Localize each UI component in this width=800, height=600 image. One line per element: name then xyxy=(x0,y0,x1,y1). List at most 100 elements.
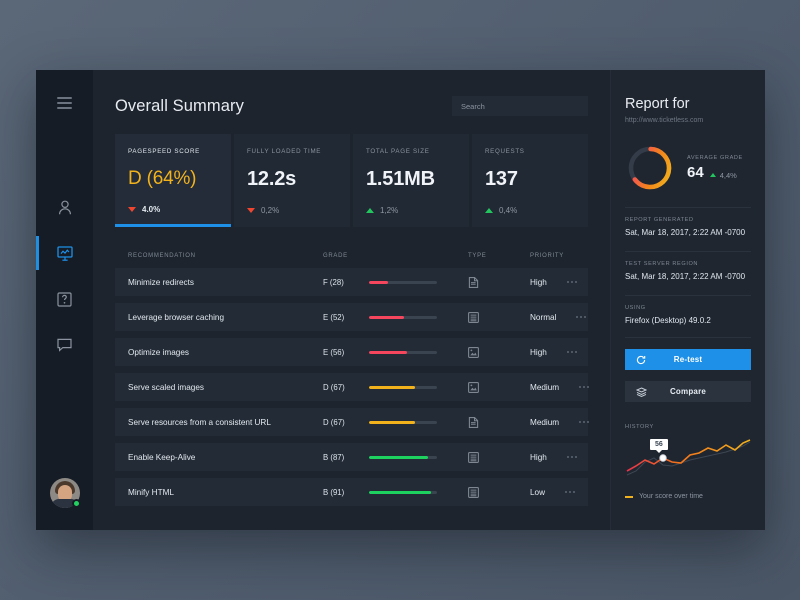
stat-card-label: REQUESTS xyxy=(485,148,525,155)
row-more-button[interactable] xyxy=(559,421,590,423)
stat-card-value: D (64%) xyxy=(128,168,197,189)
row-recommendation: Serve scaled images xyxy=(128,382,204,392)
presentation-chart-icon xyxy=(56,245,73,261)
stat-card-pagespeed-score[interactable]: PAGESPEED SCORE D (64%) 4.0% xyxy=(115,134,231,227)
row-grade: D (67) xyxy=(323,383,468,392)
row-more-button[interactable] xyxy=(556,316,587,318)
row-type-image-icon xyxy=(468,346,530,358)
stat-card-requests[interactable]: REQUESTS 137 0,4% xyxy=(472,134,588,227)
stat-card-delta-value: 4.0% xyxy=(142,205,161,214)
ellipsis-icon xyxy=(547,281,577,283)
stat-card-label: PAGESPEED SCORE xyxy=(128,148,200,155)
table-row[interactable]: Enable Keep-Alive B (87) High xyxy=(115,443,588,471)
report-meta-report-generated: REPORT GENERATED Sat, Mar 18, 2017, 2:22 … xyxy=(625,207,751,237)
stat-card-label: TOTAL PAGE SIZE xyxy=(366,148,430,155)
row-grade-text: F (28) xyxy=(323,277,344,287)
row-more-button[interactable] xyxy=(559,386,590,388)
report-meta-test-server-region: TEST SERVER REGION Sat, Mar 18, 2017, 2:2… xyxy=(625,251,751,281)
row-type-image-icon xyxy=(468,381,530,393)
triangle-up-icon xyxy=(485,208,493,213)
row-grade-text: B (91) xyxy=(323,487,345,497)
table-row[interactable]: Minify HTML B (91) Low xyxy=(115,478,588,506)
row-grade: E (52) xyxy=(323,313,468,322)
average-grade-value: 64 xyxy=(687,164,704,181)
row-grade-bar xyxy=(369,385,437,389)
main-header: Overall Summary xyxy=(115,96,588,116)
stat-card-delta: 4.0% xyxy=(128,205,218,214)
report-url: http://www.ticketless.com xyxy=(625,117,704,124)
triangle-up-icon xyxy=(709,173,716,177)
report-panel: Report for http://www.ticketless.com xyxy=(610,70,765,530)
legend-swatch xyxy=(625,495,633,498)
triangle-up-icon xyxy=(366,208,374,213)
left-sidebar xyxy=(36,70,93,530)
stat-card-delta: 1,2% xyxy=(366,206,456,215)
row-priority: Normal xyxy=(530,312,557,322)
row-priority: High xyxy=(530,347,547,357)
help-box-icon xyxy=(57,291,72,307)
status-badge-online xyxy=(71,499,81,508)
row-more-button[interactable] xyxy=(547,351,577,353)
row-priority: Medium xyxy=(530,382,560,392)
row-type-server-list-icon xyxy=(468,486,530,498)
row-grade-text: E (56) xyxy=(323,347,345,357)
hamburger-icon[interactable] xyxy=(57,97,72,112)
row-type-server-list-icon xyxy=(468,451,530,463)
history-tooltip: 56 xyxy=(650,439,668,450)
triangle-down-icon xyxy=(247,208,255,213)
column-header-priority: PRIORITY xyxy=(530,253,564,259)
table-row[interactable]: Leverage browser caching E (52) Normal xyxy=(115,303,588,331)
row-grade: B (91) xyxy=(323,488,468,497)
row-recommendation: Minimize redirects xyxy=(128,277,194,287)
row-grade-bar xyxy=(369,315,437,319)
stat-card-fully-loaded-time[interactable]: FULLY LOADED TIME 12.2s 0,2% xyxy=(234,134,350,227)
row-grade: D (67) xyxy=(323,418,468,427)
report-meta-list: REPORT GENERATED Sat, Mar 18, 2017, 2:22 … xyxy=(625,207,751,338)
row-type-server-list-icon xyxy=(468,311,530,323)
layers-icon xyxy=(636,386,647,397)
report-actions: Re-test Compare xyxy=(625,349,751,402)
row-grade-bar xyxy=(369,420,437,424)
row-grade-bar xyxy=(369,280,437,284)
sidebar-item-messages[interactable] xyxy=(36,322,93,368)
history-sparkline[interactable]: 56 xyxy=(625,439,751,481)
row-grade-text: D (67) xyxy=(323,382,345,392)
average-grade-section: AVERAGE GRADE 64 4,4% xyxy=(625,143,751,193)
column-header-grade: GRADE xyxy=(323,253,348,259)
row-grade-text: E (52) xyxy=(323,312,345,322)
table-row[interactable]: Optimize images E (56) High xyxy=(115,338,588,366)
row-grade-bar xyxy=(369,490,437,494)
average-grade-label: AVERAGE GRADE xyxy=(687,155,743,161)
row-more-button[interactable] xyxy=(547,456,577,458)
button-label: Compare xyxy=(669,387,707,396)
row-grade: F (28) xyxy=(323,278,468,287)
sidebar-item-account[interactable] xyxy=(36,184,93,230)
table-header-row: RECOMMENDATION GRADE TYPE PRIORITY xyxy=(115,253,588,268)
ellipsis-icon xyxy=(545,491,576,493)
column-header-recommendation: RECOMMENDATION xyxy=(128,253,196,259)
re-test-button[interactable]: Re-test xyxy=(625,349,751,370)
stat-cards: PAGESPEED SCORE D (64%) 4.0% FULLY LOADED T… xyxy=(115,134,588,227)
row-more-button[interactable] xyxy=(545,491,576,493)
column-header-type: TYPE xyxy=(468,253,487,259)
sidebar-item-help[interactable] xyxy=(36,276,93,322)
row-grade-text: B (87) xyxy=(323,452,345,462)
stat-card-delta-value: 1,2% xyxy=(380,206,399,215)
table-row[interactable]: Minimize redirects F (28) High xyxy=(115,268,588,296)
row-grade: B (87) xyxy=(323,453,468,462)
history-score-line xyxy=(626,439,751,472)
stat-card-total-page-size[interactable]: TOTAL PAGE SIZE 1.51MB 1,2% xyxy=(353,134,469,227)
avatar[interactable] xyxy=(49,478,81,508)
row-grade-bar xyxy=(369,350,437,354)
compare-button[interactable]: Compare xyxy=(625,381,751,402)
row-recommendation: Leverage browser caching xyxy=(128,312,225,322)
table-row[interactable]: Serve scaled images D (67) Medium xyxy=(115,373,590,401)
row-more-button[interactable] xyxy=(547,281,577,283)
search-input[interactable] xyxy=(452,96,588,116)
table-row[interactable]: Serve resources from a consistent URL D (… xyxy=(115,408,590,436)
ellipsis-icon xyxy=(559,421,590,423)
stat-card-label: FULLY LOADED TIME xyxy=(247,148,322,155)
row-grade: E (56) xyxy=(323,348,468,357)
report-meta-using: USING Firefox (Desktop) 49.0.2 xyxy=(625,295,751,338)
sidebar-item-reports[interactable] xyxy=(36,230,93,276)
